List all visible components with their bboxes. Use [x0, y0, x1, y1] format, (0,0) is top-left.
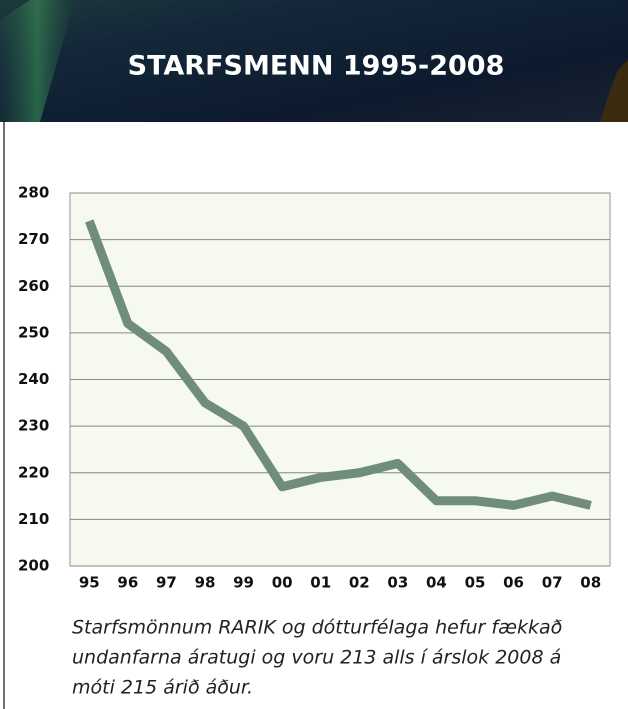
header-title: STARFSMENN 1995-2008: [128, 51, 505, 82]
x-tick-label: 03: [387, 574, 408, 592]
x-tick-label: 97: [156, 574, 177, 592]
chart: 200 210 220 230 240 250 260 270 280 95 96 97 98 99 00 0…: [18, 184, 610, 699]
header-banner: [0, 0, 628, 122]
banner-rock: [600, 60, 628, 122]
caption-line: undanfarna áratugi og voru 213 alls í ár…: [72, 647, 561, 669]
y-tick-label: 260: [18, 277, 49, 295]
y-tick-label: 230: [18, 417, 49, 435]
y-tick-label: 280: [18, 184, 49, 202]
y-tick-label: 250: [18, 323, 49, 341]
x-tick-label: 02: [349, 574, 370, 592]
x-tick-label: 98: [195, 574, 216, 592]
y-tick-label: 200: [18, 557, 49, 575]
x-tick-label: 95: [79, 574, 100, 592]
x-tick-label: 07: [542, 574, 563, 592]
x-tick-label: 06: [503, 574, 524, 592]
x-tick-label: 01: [310, 574, 331, 592]
y-tick-label: 270: [18, 230, 49, 248]
x-tick-label: 05: [465, 574, 486, 592]
y-tick-label: 240: [18, 370, 49, 388]
caption-line: Starfsmönnum RARIK og dótturfélaga hefur…: [72, 617, 563, 639]
x-tick-label: 96: [117, 574, 138, 592]
x-tick-label: 04: [426, 574, 447, 592]
y-tick-label: 210: [18, 510, 49, 528]
caption-line: móti 215 árið áður.: [72, 677, 253, 699]
x-tick-label: 99: [233, 574, 254, 592]
data-line: [85, 219, 592, 510]
x-tick-label: 00: [272, 574, 293, 592]
aurora: [0, 0, 75, 122]
x-tick-label: 08: [580, 574, 601, 592]
y-tick-label: 220: [18, 463, 49, 481]
